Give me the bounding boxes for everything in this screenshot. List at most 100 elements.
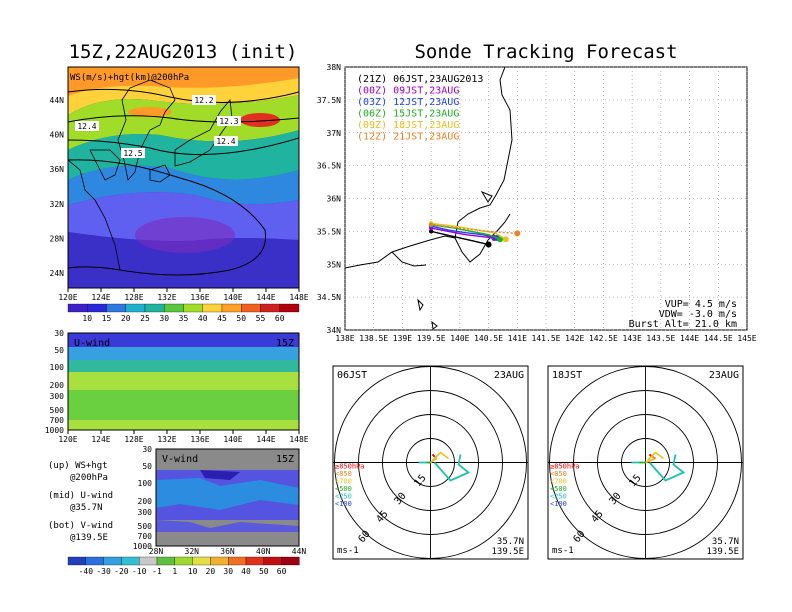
map-colorbar-label: 20 — [121, 314, 131, 323]
u-p-tick: 300 — [50, 392, 65, 401]
hodograph-level-legend: <500 — [335, 485, 352, 493]
contour-label-box — [75, 121, 99, 131]
hodograph-unit: ms-1 — [337, 546, 359, 556]
hodograph-level-legend: ≥850hPa — [335, 463, 365, 471]
hodograph-level-legend: <700 — [550, 478, 567, 486]
track-panel: (21Z) 06JST,23AUG2013(00Z) 09JST,23AUG(0… — [317, 63, 757, 343]
track-legend-entry: (21Z) 06JST,23AUG2013 — [357, 74, 483, 85]
track-lat-tick: 38N — [327, 63, 342, 72]
map-lat-tick: 32N — [50, 200, 65, 209]
hodograph-trace — [431, 453, 436, 458]
track-legend-entry: (12Z) 21JST,23AUG — [357, 132, 459, 143]
note-title: (mid) U-wind — [48, 491, 113, 501]
track-lon-tick: 142.5E — [589, 334, 618, 343]
track-launch-point — [428, 222, 434, 227]
track-lat-tick: 37N — [327, 129, 342, 138]
v-p-tick: 30 — [142, 445, 152, 454]
map-colorbar-label: 30 — [159, 314, 169, 323]
track-lat-tick: 36.5N — [317, 162, 341, 171]
map-colorbar-label: 40 — [198, 314, 208, 323]
map-lon-tick: 140E — [223, 293, 242, 302]
note-sub: @200hPa — [70, 473, 108, 483]
v-p-tick: 300 — [138, 508, 153, 517]
left-title: 15Z,22AUG2013 (init) — [69, 41, 298, 63]
contour-label-box — [192, 95, 216, 105]
v-colorbar-cell — [67, 556, 86, 566]
v-p-tick: 200 — [138, 497, 153, 506]
track-lat-tick: 37.5N — [317, 96, 341, 105]
track-lon-tick: 140.5E — [474, 334, 503, 343]
contour-label: 12.5 — [123, 149, 142, 158]
track-landing-point — [497, 236, 504, 243]
v-lat-tick: 32N — [185, 547, 200, 556]
hodograph-level-legend: <250 — [335, 493, 352, 501]
v-colorbar-label: 20 — [206, 567, 216, 576]
track-landing-point — [514, 230, 521, 237]
hodograph-unit: ms-1 — [552, 546, 574, 556]
v-lat-tick: 28N — [149, 547, 164, 556]
u-lon-tick: 120E — [58, 435, 77, 444]
map-lon-tick: 132E — [157, 293, 176, 302]
v-wind-label: V-wind — [162, 454, 198, 465]
track-landing-point — [502, 236, 509, 243]
v-colorbar-label: 60 — [277, 567, 287, 576]
contour-label: 12.2 — [194, 96, 213, 105]
track-param: Burst Alt= 21.0 km — [629, 319, 737, 330]
hodograph-level-legend: <700 — [335, 478, 352, 486]
track-lon-tick: 138.5E — [359, 334, 388, 343]
track-lon-tick: 140E — [450, 334, 469, 343]
u-p-tick: 500 — [50, 406, 65, 415]
map-lon-tick: 120E — [58, 293, 77, 302]
map-colorbar-cell — [260, 303, 280, 313]
u-lon-tick: 132E — [157, 435, 176, 444]
track-legend-entry: (09Z) 18JST,23AUG — [357, 120, 459, 131]
v-p-tick: 100 — [138, 479, 153, 488]
track-line — [430, 225, 498, 239]
track-lon-tick: 145E — [737, 334, 756, 343]
hodograph-lon: 139.5E — [491, 547, 524, 557]
map-colorbar-label: 35 — [179, 314, 189, 323]
map-lat-tick: 28N — [50, 234, 65, 243]
hodograph-time: 06JST — [337, 370, 367, 381]
hodograph-plot — [548, 366, 743, 559]
u-wind-time: 15Z — [276, 338, 294, 349]
right-title: Sonde Tracking Forecast — [414, 41, 677, 63]
track-line — [431, 222, 507, 240]
map-lat-tick: 36N — [50, 165, 65, 174]
map-field-label: WS(m/s)+hgt(km)@200hPa — [70, 73, 189, 83]
v-colorbar-cell — [245, 556, 264, 566]
v-lat-tick: 44N — [292, 547, 307, 556]
track-line — [430, 230, 489, 246]
contour-label: 12.4 — [216, 137, 235, 146]
track-legend-entry: (06Z) 15JST,23AUG — [357, 109, 459, 120]
hodograph-frame — [332, 365, 529, 560]
track-line — [431, 224, 518, 235]
v-colorbar-label: -40 — [79, 567, 94, 576]
hodograph-level-legend: <850 — [550, 470, 567, 478]
u-p-tick: 1000 — [45, 426, 64, 435]
v-colorbar-cell — [281, 556, 300, 566]
map-colorbar-cell — [87, 303, 107, 313]
track-lon-tick: 144E — [680, 334, 699, 343]
hodograph-trace — [646, 451, 664, 462]
v-colorbar-label: 30 — [223, 567, 233, 576]
map-colorbar-cell — [164, 303, 184, 313]
track-param: VUP= 4.5 m/s — [665, 299, 737, 310]
hodograph-date: 23AUG — [709, 370, 739, 381]
u-p-tick: 100 — [50, 363, 65, 372]
map-panel: WS(m/s)+hgt(km)@200hPa 12.2 12.3 12.4 12.4 1… — [50, 66, 309, 323]
map-lon-tick: 148E — [289, 293, 308, 302]
v-colorbar-cell — [139, 556, 158, 566]
track-param: VDW= -3.0 m/s — [659, 309, 737, 320]
map-lat-tick: 24N — [50, 269, 65, 278]
note-sub: @139.5E — [70, 533, 108, 543]
v-colorbar-cell — [210, 556, 229, 566]
hodograph-lon: 139.5E — [706, 547, 739, 557]
hodograph-level-legend: ≥850hPa — [550, 463, 580, 471]
v-colorbar-cell — [192, 556, 211, 566]
contour-label: 12.4 — [77, 122, 96, 131]
map-colorbar-cell — [241, 303, 261, 313]
hodograph-date: 23AUG — [494, 370, 524, 381]
hodograph-trace — [648, 454, 686, 482]
